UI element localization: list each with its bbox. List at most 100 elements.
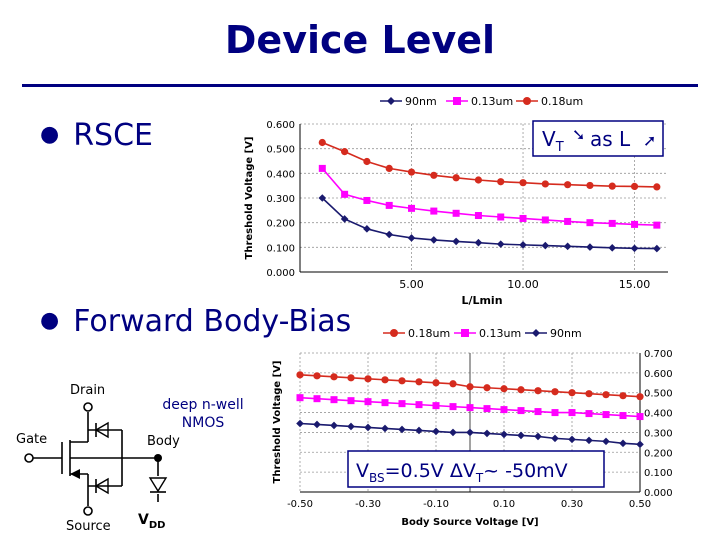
rsce-point-013um bbox=[497, 213, 505, 221]
deep-nwell-note: deep n-well NMOS bbox=[148, 396, 258, 432]
rsce-point-013um bbox=[452, 209, 460, 217]
rsce-x-axis-label: L/Lmin bbox=[461, 294, 502, 307]
body-label: Body bbox=[147, 434, 180, 449]
rsce-y-tick-label: 0.300 bbox=[266, 194, 295, 205]
fbb-point-013um bbox=[415, 401, 423, 409]
rsce-point-018um bbox=[541, 180, 549, 188]
fbb-x-tick-label: -0.50 bbox=[287, 499, 313, 510]
source-arrow-icon bbox=[70, 469, 80, 479]
note-line-2: NMOS bbox=[181, 415, 225, 431]
rsce-point-018um bbox=[318, 138, 326, 147]
fbb-x-axis-label: Body Source Voltage [V] bbox=[401, 517, 538, 528]
rsce-point-013um bbox=[519, 214, 527, 222]
rsce-point-013um bbox=[385, 201, 393, 209]
rsce-y-tick-label: 0.000 bbox=[266, 268, 295, 279]
fbb-point-90nm bbox=[432, 427, 440, 436]
fbb-point-90nm bbox=[619, 439, 627, 448]
legend-marker-018um bbox=[523, 97, 531, 105]
rsce-point-018um bbox=[341, 148, 349, 156]
down-arrow-icon: ➘ bbox=[572, 125, 585, 144]
fbb-point-90nm bbox=[449, 428, 457, 437]
rsce-y-tick-label: 0.100 bbox=[266, 243, 295, 254]
fbb-point-018um bbox=[313, 372, 321, 380]
rsce-point-013um bbox=[363, 196, 371, 204]
fbb-point-90nm bbox=[364, 423, 372, 432]
fbb-point-018um bbox=[347, 374, 355, 382]
rsce-point-013um bbox=[474, 212, 482, 220]
rsce-point-018um bbox=[519, 179, 527, 187]
fbb-point-013um bbox=[483, 405, 491, 413]
rsce-point-013um bbox=[608, 219, 616, 227]
rsce-legend: 90nm 0.13um 0.18um bbox=[380, 95, 583, 108]
fbb-point-018um bbox=[534, 387, 542, 395]
fbb-point-90nm bbox=[602, 437, 610, 446]
rsce-axes: 0.000 0.100 0.200 0.300 0.400 0.500 0.600 5.00 1… bbox=[266, 120, 668, 291]
rsce-point-018um bbox=[363, 157, 371, 166]
fbb-point-018um bbox=[381, 376, 389, 384]
fbb-point-013um bbox=[296, 394, 304, 402]
fbb-point-90nm bbox=[381, 424, 389, 433]
bullet-rsce: ● RSCE bbox=[40, 118, 153, 153]
rsce-y-tick-label: 0.200 bbox=[266, 219, 295, 230]
rsce-point-90nm bbox=[385, 230, 394, 239]
fbb-point-013um bbox=[585, 410, 593, 418]
rsce-point-90nm bbox=[586, 243, 594, 251]
legend-label-013um: 0.13um bbox=[479, 327, 521, 340]
fbb-x-tick-label: -0.10 bbox=[423, 499, 449, 510]
gate-label: Gate bbox=[16, 432, 48, 447]
rsce-point-90nm bbox=[653, 244, 661, 253]
fbb-point-013um bbox=[364, 398, 372, 406]
rsce-point-018um bbox=[586, 181, 594, 190]
fbb-point-018um bbox=[551, 388, 559, 396]
fbb-y-tick-label: 0.100 bbox=[644, 468, 673, 479]
rsce-point-90nm bbox=[496, 240, 505, 248]
rsce-point-013um bbox=[318, 164, 326, 172]
deep-nwell-nmos-diagram bbox=[24, 402, 168, 516]
rsce-point-013um bbox=[653, 221, 661, 229]
fbb-annotation-text: VBS=0.5V ΔVT~ -50mV bbox=[356, 460, 568, 485]
fbb-x-tick-label: -0.30 bbox=[355, 499, 381, 510]
fbb-series bbox=[296, 371, 644, 449]
rsce-y-tick-label: 0.600 bbox=[266, 120, 295, 131]
rsce-y-tick-label: 0.500 bbox=[266, 145, 295, 156]
drain-label: Drain bbox=[70, 383, 106, 398]
fbb-y-tick-label: 0.000 bbox=[644, 488, 673, 499]
rsce-point-90nm bbox=[318, 194, 327, 202]
rsce-series-line-90nm bbox=[321, 197, 657, 250]
rsce-point-013um bbox=[586, 219, 594, 227]
fbb-point-013um bbox=[602, 411, 610, 419]
rsce-annotation: VT ➘ as L ➚ bbox=[532, 120, 664, 157]
legend-marker-90nm bbox=[532, 329, 540, 337]
fbb-point-013um bbox=[347, 397, 355, 405]
fbb-point-90nm bbox=[568, 435, 576, 444]
fbb-point-90nm bbox=[500, 430, 508, 439]
source-label: Source bbox=[66, 519, 111, 534]
rsce-annotation-text: VT bbox=[542, 127, 564, 155]
fbb-point-90nm bbox=[296, 419, 304, 428]
rsce-point-90nm bbox=[474, 238, 483, 247]
fbb-y-tick-label: 0.300 bbox=[644, 428, 673, 439]
fbb-point-013um bbox=[500, 406, 508, 414]
rsce-point-013um bbox=[341, 190, 349, 198]
fbb-y-tick-label: 0.500 bbox=[644, 389, 673, 400]
fbb-point-90nm bbox=[636, 440, 644, 449]
legend-marker-013um bbox=[461, 329, 469, 337]
fbb-point-90nm bbox=[415, 426, 423, 435]
slide-title: Device Level bbox=[224, 18, 496, 62]
fbb-point-018um bbox=[619, 392, 627, 400]
rsce-x-tick-label: 10.00 bbox=[507, 278, 539, 291]
fbb-annotation: VBS=0.5V ΔVT~ -50mV bbox=[347, 450, 605, 488]
rsce-point-90nm bbox=[452, 237, 460, 246]
rsce-grid bbox=[300, 123, 668, 272]
rsce-point-013um bbox=[408, 204, 416, 212]
fbb-point-90nm bbox=[347, 422, 355, 431]
rsce-point-90nm bbox=[608, 244, 617, 252]
fbb-y-tick-label: 0.400 bbox=[644, 409, 673, 420]
fbb-point-018um bbox=[398, 377, 406, 385]
legend-marker-90nm bbox=[387, 97, 395, 105]
fbb-axes: 0.000 0.100 0.200 0.300 0.400 0.500 0.600 0.700… bbox=[287, 349, 673, 510]
fbb-point-018um bbox=[449, 380, 457, 388]
rsce-point-90nm bbox=[340, 215, 349, 223]
rsce-series bbox=[318, 138, 661, 253]
